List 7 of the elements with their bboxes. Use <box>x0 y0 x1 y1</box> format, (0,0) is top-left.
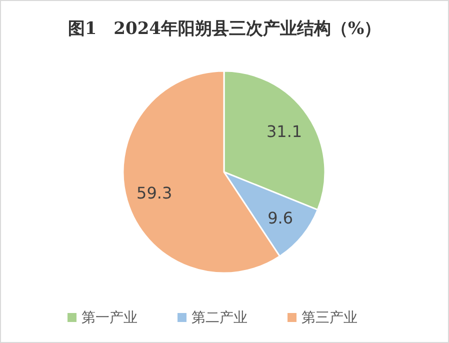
chart-title: 图1 2024年阳朔县三次产业结构（%） <box>68 19 382 39</box>
legend-label: 第二产业 <box>192 310 248 326</box>
data-label: 59.3 <box>136 183 172 202</box>
data-label: 31.1 <box>266 122 302 141</box>
legend-label: 第三产业 <box>302 310 358 326</box>
legend-label: 第一产业 <box>82 310 138 326</box>
data-label: 9.6 <box>268 208 294 228</box>
